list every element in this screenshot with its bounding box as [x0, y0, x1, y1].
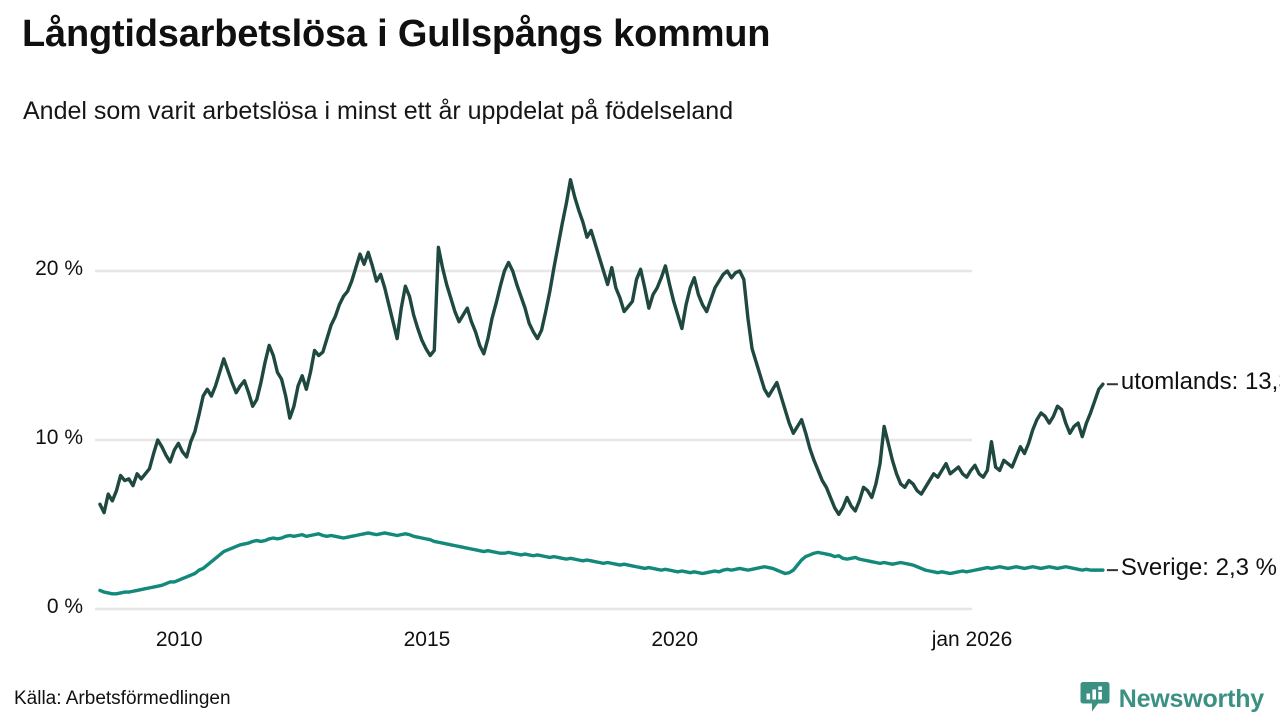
x-axis-tick-label: 2020: [651, 628, 699, 651]
y-axis-tick-label: 0 %: [46, 595, 83, 618]
series-end-ticks: [1106, 383, 1118, 572]
chart-plot-svg: [95, 178, 1118, 611]
series-line-Sverige: [98, 531, 1105, 596]
series-label-utomlands: utomlands: 13,3 %: [1120, 368, 1280, 396]
series-lines: [98, 178, 1105, 596]
series-line-utomlands: [98, 178, 1105, 517]
source-note: Källa: Arbetsförmedlingen: [14, 688, 231, 709]
y-axis-tick-label: 20 %: [35, 257, 83, 280]
page-subtitle: Andel som varit arbetslösa i minst ett å…: [23, 97, 734, 125]
x-axis-tick-label: 2015: [403, 628, 451, 651]
brand-name: Newsworthy: [1118, 685, 1264, 713]
bar-chart-bubble-icon: [1080, 681, 1110, 718]
newsworthy-logo: Newsworthy: [1080, 681, 1264, 718]
gridlines: [95, 269, 972, 611]
y-axis-tick-label: 10 %: [35, 426, 83, 449]
x-axis-tick-label: jan 2026: [931, 628, 1013, 651]
series-label-Sverige: Sverige: 2,3 %: [1120, 554, 1277, 582]
x-axis-tick-label: 2010: [155, 628, 203, 651]
line-chart: 0 % 10 % 20 % 2010 2015 2020 jan 2026 utomlan…: [0, 150, 1280, 670]
page-title: Långtidsarbetslösa i Gullspångs kommun: [22, 13, 771, 55]
